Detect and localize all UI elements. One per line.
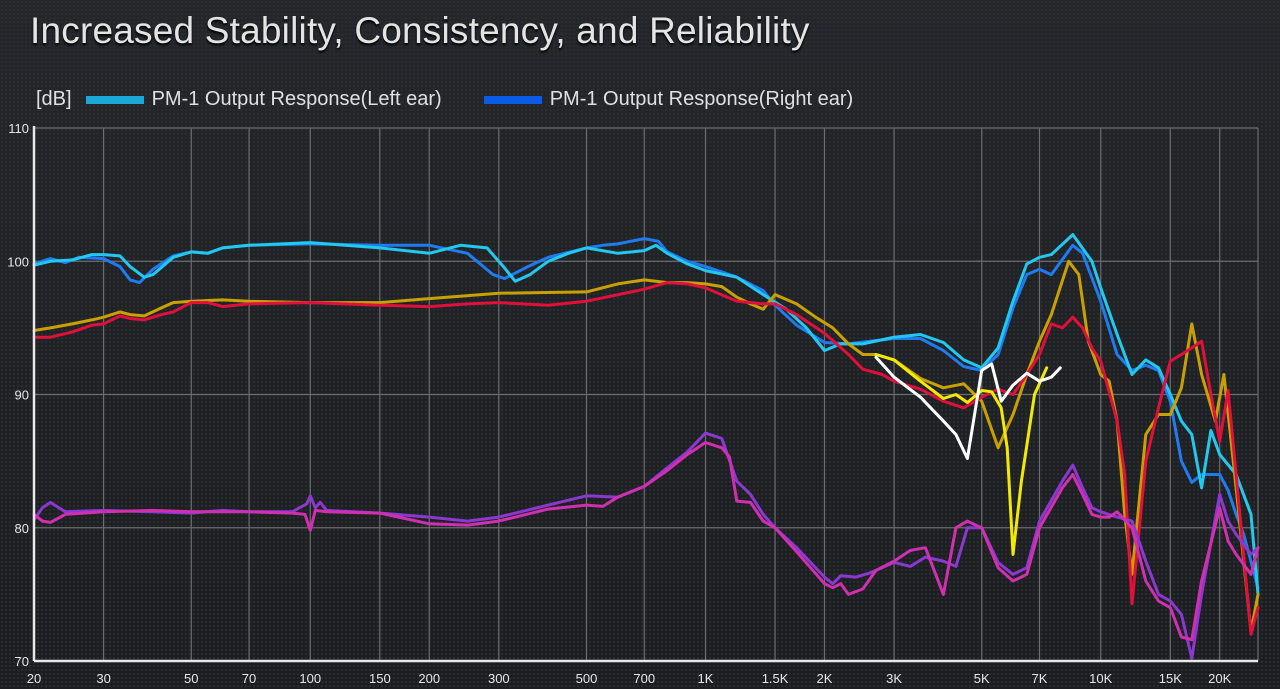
x-tick-label-15K: 15K <box>1159 671 1182 686</box>
tick-labels: 110 100 90 80 70 20 30 50 70 100 150 200 300 500 700 1K… <box>7 121 1231 686</box>
legend: [dB] PM-1 Output Response(Left ear) PM-1… <box>36 88 895 111</box>
x-tick-label-5K: 5K <box>974 671 990 686</box>
x-tick-label-150: 150 <box>369 671 391 686</box>
series-lines <box>32 233 1260 660</box>
legend-item-right-ear: PM-1 Output Response(Right ear) <box>483 88 854 111</box>
x-tick-label-20K: 20K <box>1208 671 1231 686</box>
y-tick-label-70: 70 <box>15 654 29 669</box>
series-line-reference-a-gold <box>32 259 1260 634</box>
x-tick-label-1K: 1K <box>698 671 714 686</box>
x-tick-label-2K: 2K <box>817 671 833 686</box>
legend-swatch-left-ear <box>85 95 144 104</box>
axes <box>32 126 1258 663</box>
series-line-pm-1-output-response-left-ear <box>32 233 1260 596</box>
legend-swatch-right-ear <box>483 95 542 104</box>
series-line-reference-f-magenta <box>32 441 1260 642</box>
x-tick-label-70: 70 <box>242 671 256 686</box>
chart-title: Increased Stability, Consistency, and Re… <box>30 10 810 51</box>
series-line-pm-1-output-response-right-ear <box>32 237 1260 590</box>
series-line-reference-b-red <box>32 281 1260 636</box>
x-tick-label-200: 200 <box>418 671 440 686</box>
y-axis-unit-label: [dB] <box>36 88 72 110</box>
x-tick-label-3K: 3K <box>886 671 902 686</box>
x-tick-label-20: 20 <box>27 671 41 686</box>
series-line-reference-d-white <box>874 355 1062 460</box>
y-tick-label-80: 80 <box>15 521 29 536</box>
x-tick-label-10K: 10K <box>1089 671 1112 686</box>
legend-label-left-ear: PM-1 Output Response(Left ear) <box>151 88 442 110</box>
x-tick-label-300: 300 <box>488 671 510 686</box>
x-tick-label-1.5K: 1.5K <box>762 671 789 686</box>
x-tick-label-7K: 7K <box>1032 671 1048 686</box>
x-tick-label-700: 700 <box>633 671 655 686</box>
y-tick-label-90: 90 <box>15 388 29 403</box>
legend-label-right-ear: PM-1 Output Response(Right ear) <box>549 88 854 110</box>
x-tick-label-100: 100 <box>299 671 321 686</box>
y-tick-label-110: 110 <box>8 121 29 136</box>
x-tick-label-30: 30 <box>96 671 110 686</box>
grid <box>34 127 1259 662</box>
x-tick-label-50: 50 <box>184 671 198 686</box>
series-line-reference-c-yellow <box>874 353 1049 556</box>
legend-item-left-ear: PM-1 Output Response(Left ear) <box>85 88 442 111</box>
y-tick-label-100: 100 <box>7 254 29 269</box>
x-tick-label-500: 500 <box>576 671 598 686</box>
series-line-reference-e-purple <box>32 431 1260 660</box>
